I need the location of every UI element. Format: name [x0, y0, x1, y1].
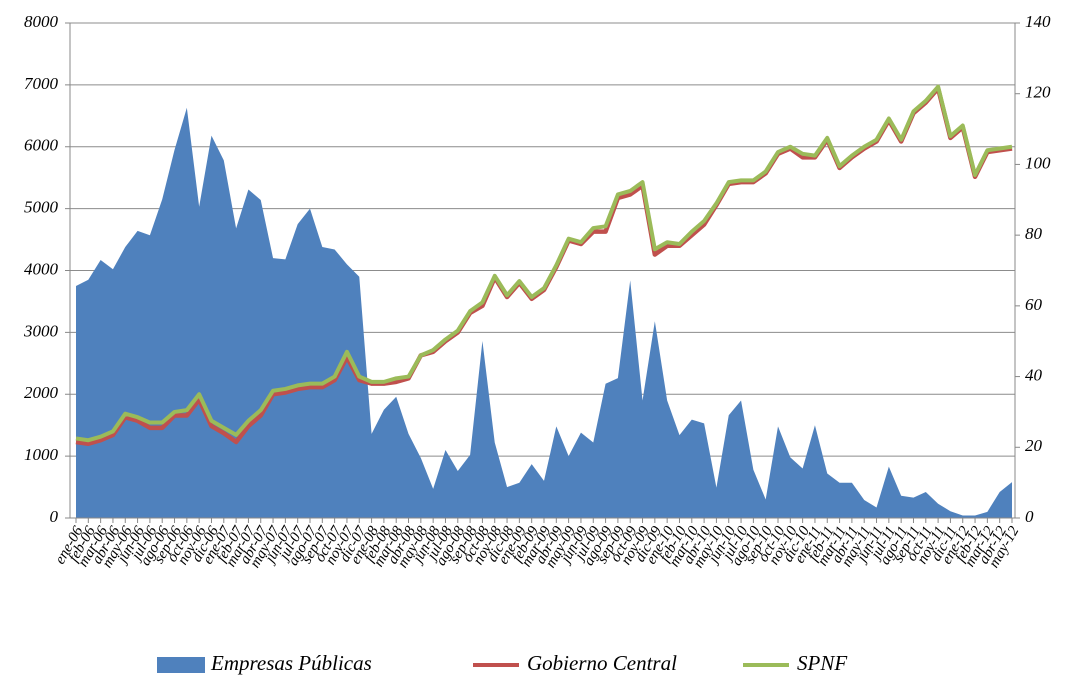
legend-label: Gobierno Central [527, 651, 677, 675]
y2-tick-label: 80 [1025, 224, 1043, 243]
y-tick-label: 7000 [24, 74, 59, 93]
y-tick-label: 6000 [24, 136, 59, 155]
legend-swatch [157, 657, 205, 673]
y2-tick-label: 20 [1025, 436, 1043, 455]
y-tick-label: 0 [50, 507, 59, 526]
line [75, 84, 1013, 443]
y2-tick-label: 0 [1025, 507, 1034, 526]
y-tick-label: 2000 [24, 383, 59, 402]
y2-tick-label: 120 [1025, 83, 1051, 102]
legend-label: SPNF [797, 651, 847, 675]
y2-tick-label: 40 [1025, 365, 1043, 384]
y2-tick-label: 60 [1025, 295, 1043, 314]
y-tick-label: 3000 [23, 321, 59, 340]
y-tick-label: 8000 [24, 12, 59, 31]
y2-tick-label: 140 [1025, 12, 1051, 31]
area [76, 107, 1012, 519]
y-tick-label: 5000 [24, 198, 59, 217]
y-tick-label: 1000 [24, 445, 59, 464]
legend-label: Empresas Públicas [210, 651, 372, 675]
y-tick-label: 4000 [24, 259, 59, 278]
y2-tick-label: 100 [1025, 153, 1051, 172]
